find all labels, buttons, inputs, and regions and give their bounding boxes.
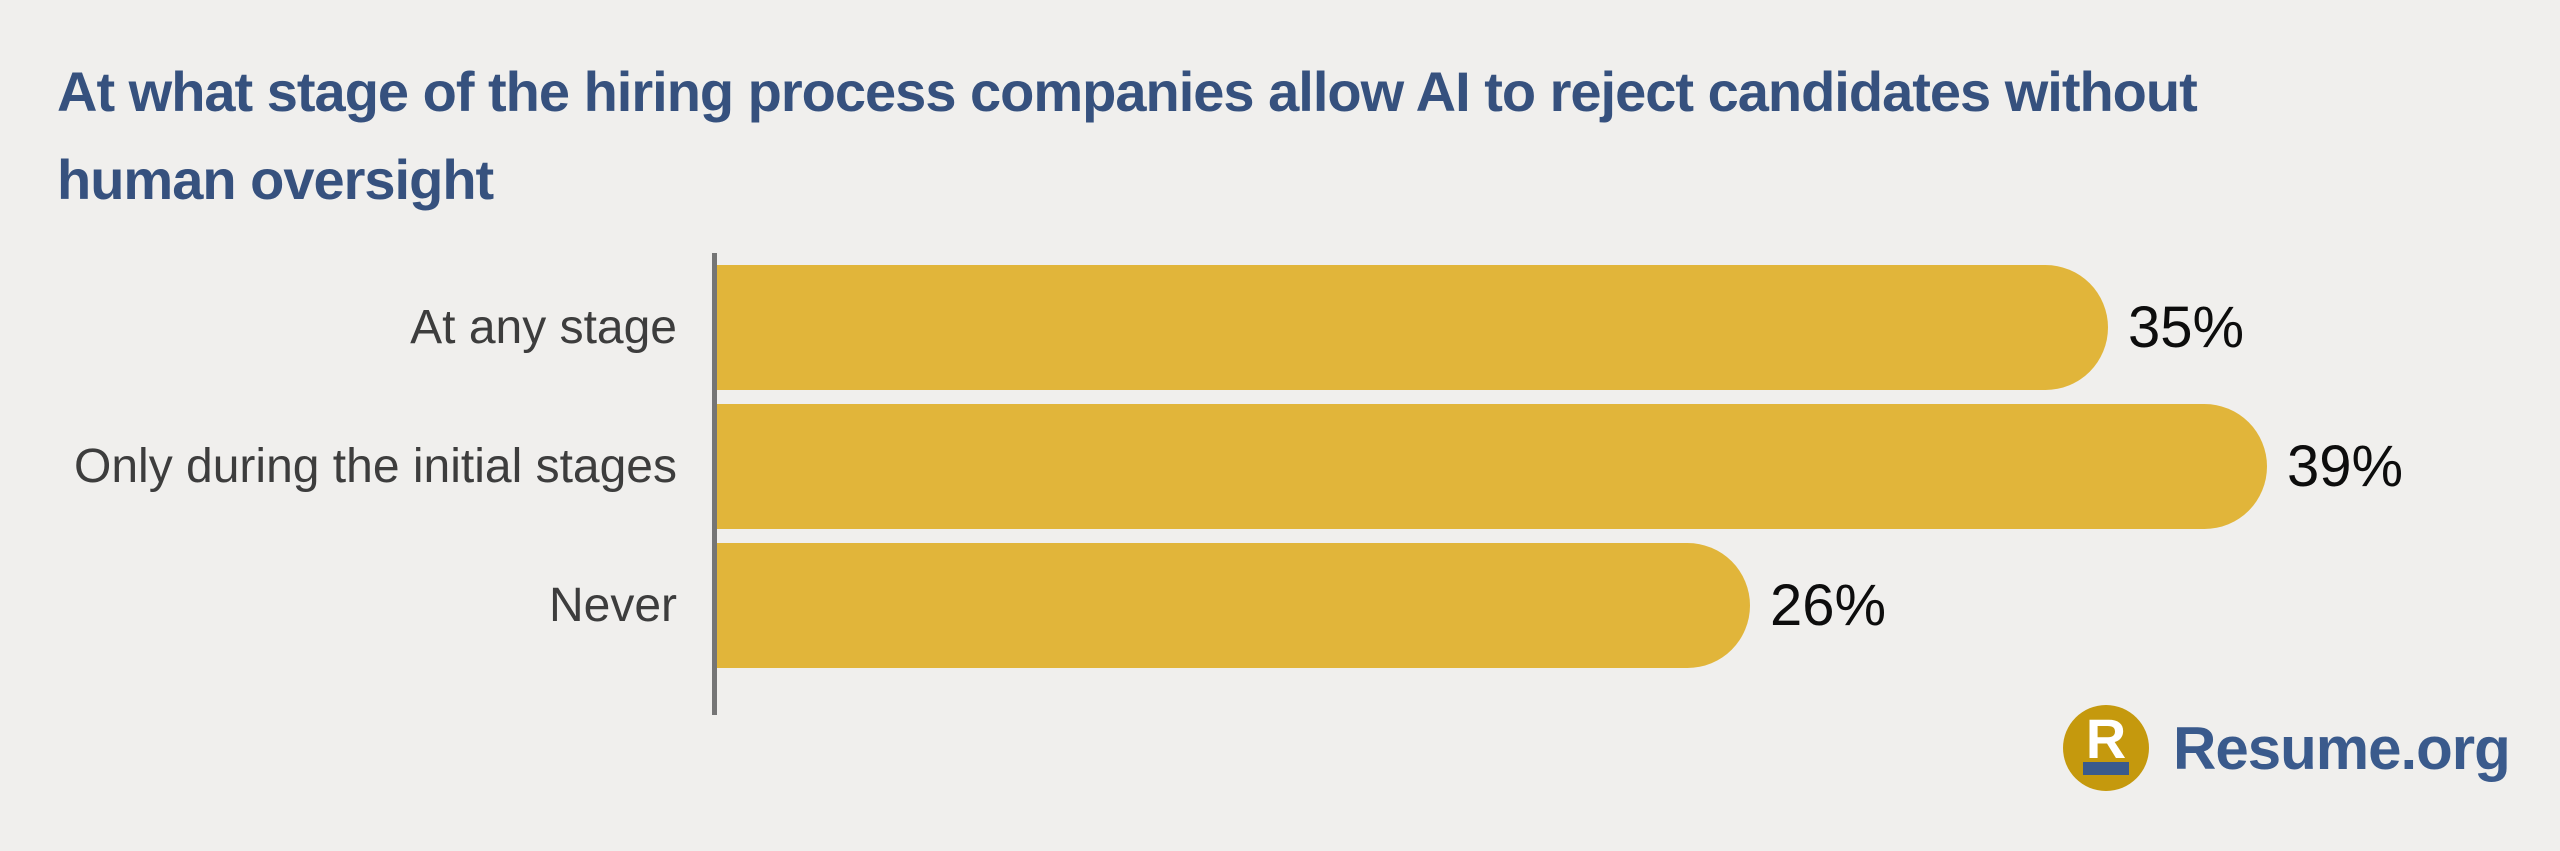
bar-only-during-the-initial-stages: [717, 404, 2267, 529]
y-axis-line: [712, 253, 717, 715]
bar-track-only-during-the-initial-stages: 39%: [717, 404, 2403, 529]
resume-org-logo-icon: R: [2063, 705, 2149, 791]
bar-chart-area: At any stage 35% Only during the initial s…: [0, 253, 2560, 715]
value-label-never: 26%: [1770, 573, 1887, 638]
chart-title-line-2: human oversight: [57, 148, 494, 211]
category-label-never: Never: [548, 579, 677, 632]
logo-underline: [2083, 762, 2129, 775]
bar-at-any-stage: [717, 265, 2108, 390]
value-label-at-any-stage: 35%: [2128, 295, 2245, 360]
value-label-only-during-the-initial-stages: 39%: [2287, 434, 2404, 499]
bar-rows: At any stage 35% Only during the initial s…: [0, 265, 2403, 668]
bar-never: [717, 543, 1750, 668]
chart-title: At what stage of the hiring process comp…: [57, 48, 2517, 224]
bar-row-at-any-stage: At any stage 35%: [0, 265, 2403, 390]
bar-row-never: Never 26%: [0, 543, 2403, 668]
category-label-at-any-stage: At any stage: [410, 301, 677, 354]
bar-row-only-during-the-initial-stages: Only during the initial stages 39%: [0, 404, 2403, 529]
brand-name: Resume.org: [2173, 714, 2511, 782]
logo-letter: R: [2085, 707, 2127, 770]
chart-title-line-1: At what stage of the hiring process comp…: [57, 60, 2198, 123]
bar-track-at-any-stage: 35%: [717, 265, 2244, 390]
bar-track-never: 26%: [717, 543, 1886, 668]
brand-logo: R Resume.org: [2063, 705, 2511, 791]
category-label-only-during-the-initial-stages: Only during the initial stages: [74, 440, 677, 493]
